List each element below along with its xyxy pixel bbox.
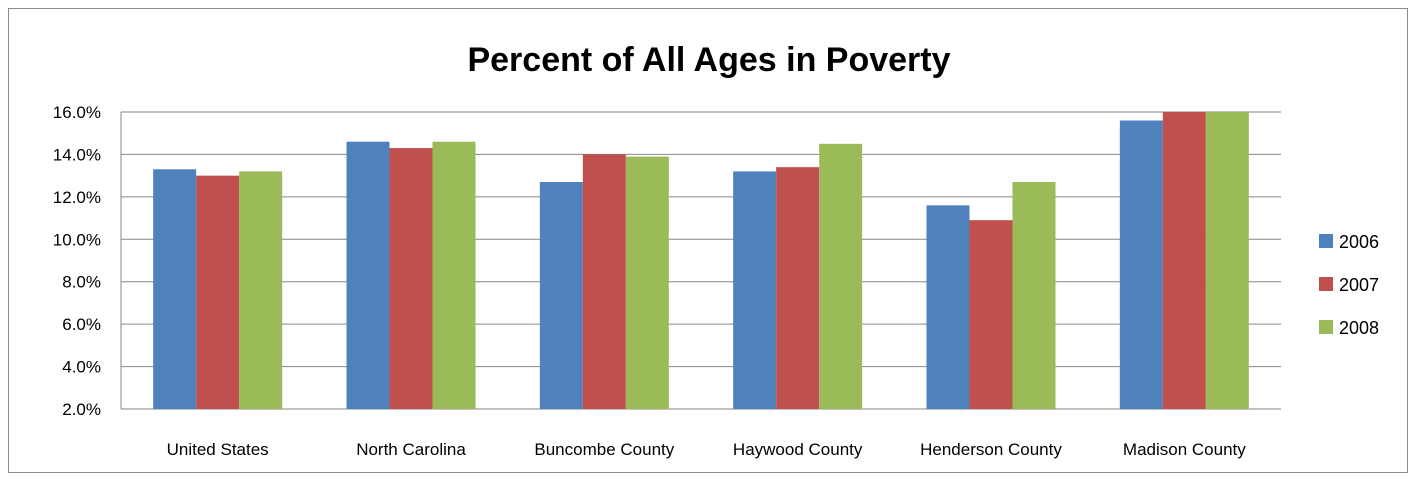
legend-label: 2006 (1339, 232, 1379, 252)
category-label: Henderson County (920, 440, 1062, 459)
y-tick-label: 2.0% (62, 400, 101, 419)
bar-2006-4 (926, 205, 970, 409)
bar-2006-2 (539, 182, 583, 409)
bar-2008-2 (625, 156, 669, 409)
y-tick-label: 16.0% (53, 103, 101, 122)
legend: 2006 2007 2008 (1319, 232, 1379, 338)
bar-2007-5 (1162, 112, 1206, 409)
bar-2006-5 (1119, 120, 1163, 409)
bar-2007-0 (196, 175, 240, 409)
bar-2006-1 (346, 141, 390, 409)
gridlines (120, 111, 1281, 410)
category-label: Buncombe County (534, 440, 674, 459)
chart-title: Percent of All Ages in Poverty (467, 41, 950, 79)
y-tick-label: 14.0% (53, 145, 101, 164)
category-label: Haywood County (733, 440, 863, 459)
y-tick-label: 4.0% (62, 358, 101, 377)
legend-swatch-2008 (1319, 320, 1333, 334)
y-axis-tick-labels: 2.0% 4.0% 6.0% 8.0% 10.0% 12.0% 14.0% 16.0% (53, 103, 101, 419)
bar-2006-3 (733, 171, 777, 409)
bar-2007-3 (776, 167, 820, 409)
bar-2007-2 (582, 154, 626, 409)
y-tick-label: 6.0% (62, 315, 101, 334)
y-tick-label: 12.0% (53, 188, 101, 207)
category-label: United States (167, 440, 269, 459)
bar-2008-1 (432, 141, 476, 409)
bar-2008-0 (239, 171, 283, 409)
bar-2007-1 (389, 148, 433, 410)
chart-area: Percent of All Ages in Poverty 2.0% 4.0% 6… (8, 8, 1408, 473)
legend-label: 2007 (1339, 275, 1379, 295)
bar-2007-4 (969, 220, 1013, 409)
category-label: Madison County (1123, 440, 1246, 459)
bar-2006-0 (153, 169, 197, 409)
x-axis-category-labels: United States North Carolina Buncombe Coun… (167, 440, 1247, 459)
legend-label: 2008 (1339, 318, 1379, 338)
bar-2008-4 (1012, 182, 1056, 409)
category-label: North Carolina (356, 440, 466, 459)
bar-chart: Percent of All Ages in Poverty 2.0% 4.0% 6… (53, 41, 1379, 459)
bar-2008-5 (1205, 112, 1249, 409)
legend-swatch-2007 (1319, 277, 1333, 291)
y-tick-label: 10.0% (53, 230, 101, 249)
y-tick-label: 8.0% (62, 273, 101, 292)
legend-swatch-2006 (1319, 234, 1333, 248)
bar-2008-3 (819, 143, 863, 410)
bars (153, 112, 1249, 410)
